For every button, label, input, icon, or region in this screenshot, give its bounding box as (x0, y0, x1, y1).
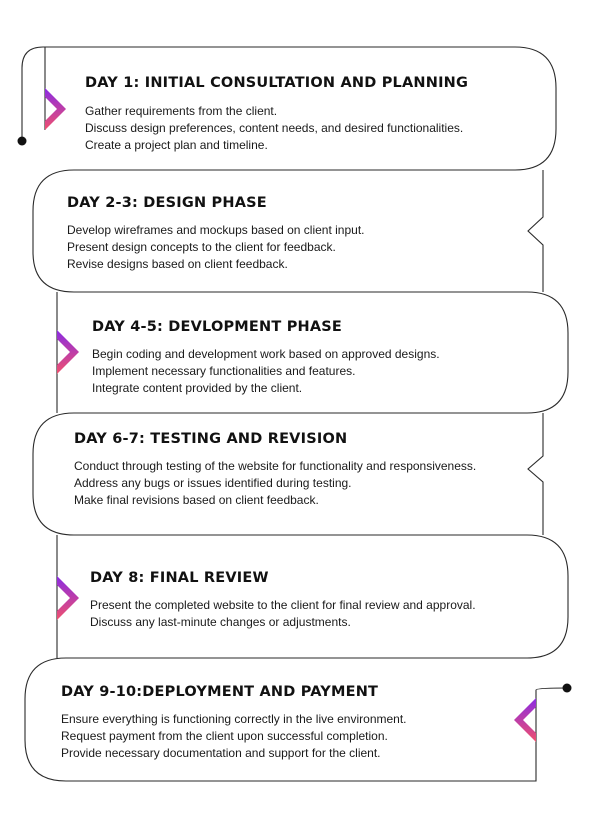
list-item: Conduct through testing of the website f… (74, 459, 477, 473)
chevron-arrow-icon (57, 576, 79, 620)
chevron-arrow-icon (57, 330, 79, 374)
list-item: Develop wireframes and mockups based on … (67, 223, 365, 237)
list-item: Gather requirements from the client. (85, 104, 278, 118)
list-item: Discuss any last-minute changes or adjus… (90, 615, 351, 629)
step-1-list: Gather requirements from the client. Dis… (85, 103, 463, 154)
list-item: Ensure everything is functioning correct… (61, 712, 407, 726)
step-5-list: Present the completed website to the cli… (90, 597, 476, 631)
list-item: Create a project plan and timeline. (85, 138, 268, 152)
step-1-frame (21, 46, 569, 782)
list-item: Discuss design preferences, content need… (85, 121, 464, 135)
list-item: Revise designs based on client feedback. (67, 257, 288, 271)
list-item: Request payment from the client upon suc… (61, 729, 388, 743)
step-4-list: Conduct through testing of the website f… (74, 458, 476, 509)
step-1-title: DAY 1: INITIAL CONSULTATION AND PLANNING (85, 75, 469, 91)
list-item: Present the completed website to the cli… (90, 598, 476, 612)
step-2-title: DAY 2-3: DESIGN PHASE (67, 195, 267, 211)
right-rail-4 (527, 413, 544, 535)
step-6-list: Ensure everything is functioning correct… (61, 711, 407, 762)
step-2-list: Develop wireframes and mockups based on … (67, 222, 365, 273)
list-item: Make final revisions based on client fee… (74, 493, 319, 507)
list-item: Integrate content provided by the client… (92, 381, 303, 395)
list-item: Address any bugs or issues identified du… (74, 476, 352, 490)
chevron-arrow-icon (514, 698, 536, 742)
step-6-title: DAY 9-10:DEPLOYMENT AND PAYMENT (61, 684, 379, 700)
step-4-title: DAY 6-7: TESTING AND REVISION (74, 431, 348, 447)
list-item: Begin coding and development work based … (92, 347, 440, 361)
step-5-title: DAY 8: FINAL REVIEW (90, 570, 269, 586)
list-item: Implement necessary functionalities and … (92, 364, 356, 378)
step-3-list: Begin coding and development work based … (92, 346, 440, 397)
start-dot-icon (17, 136, 27, 146)
right-rail-2 (527, 170, 544, 292)
end-dot-icon (562, 683, 572, 693)
list-item: Provide necessary documentation and supp… (61, 746, 381, 760)
step-3-title: DAY 4-5: DEVLOPMENT PHASE (92, 319, 343, 335)
list-item: Present design concepts to the client fo… (67, 240, 336, 254)
chevron-arrow-icon (45, 88, 66, 130)
